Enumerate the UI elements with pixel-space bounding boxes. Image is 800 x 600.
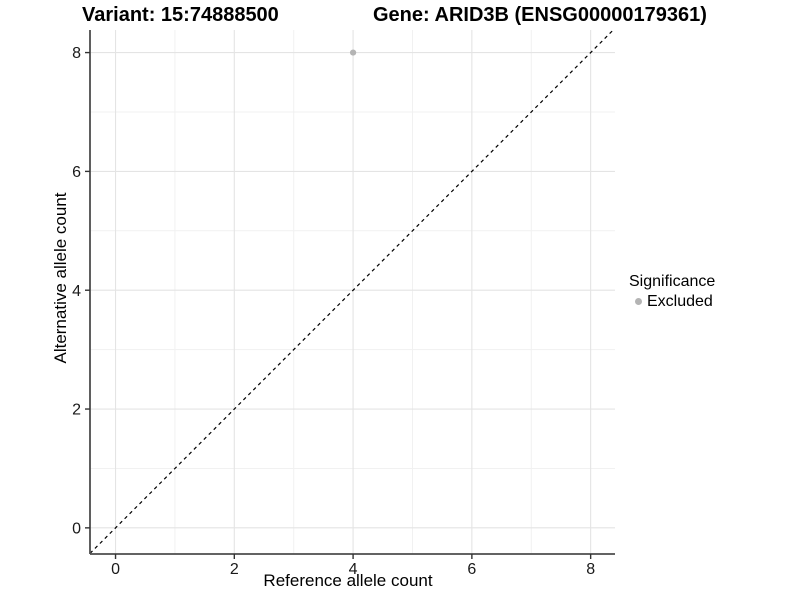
x-tick-label: 2 xyxy=(230,561,239,578)
y-tick-label: 6 xyxy=(72,164,81,181)
plot-title-gene: Gene: ARID3B (ENSG00000179361) xyxy=(373,4,707,26)
y-tick-label: 4 xyxy=(72,283,81,300)
legend-item: Excluded xyxy=(629,292,715,311)
legend-point-icon xyxy=(635,298,642,305)
y-axis-title: Alternative allele count xyxy=(51,192,70,364)
x-tick-label: 6 xyxy=(467,561,476,578)
legend-title: Significance xyxy=(629,273,716,290)
plot-title-variant: Variant: 15:74888500 xyxy=(82,4,279,26)
x-tick-label: 4 xyxy=(349,561,358,578)
y-tick-label: 2 xyxy=(72,402,81,419)
y-tick-label: 0 xyxy=(72,520,81,537)
y-tick-label: 8 xyxy=(72,45,81,62)
identity-reference-line xyxy=(90,30,615,554)
x-tick-label: 0 xyxy=(111,561,120,578)
x-tick-label: 8 xyxy=(586,561,595,578)
x-axis-title: Reference allele count xyxy=(263,571,433,590)
legend: Significance Excluded xyxy=(629,272,715,311)
data-point xyxy=(349,49,357,56)
legend-item-label: Excluded xyxy=(647,293,713,310)
